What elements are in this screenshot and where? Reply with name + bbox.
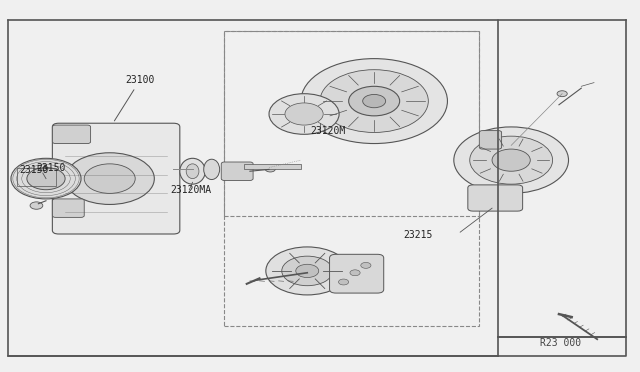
Circle shape: [557, 91, 567, 97]
FancyBboxPatch shape: [468, 185, 523, 211]
Circle shape: [11, 158, 81, 199]
Text: 23150: 23150: [19, 165, 49, 175]
Text: 23150: 23150: [36, 163, 66, 173]
Circle shape: [269, 94, 339, 134]
Circle shape: [349, 86, 399, 116]
Circle shape: [30, 202, 43, 209]
Circle shape: [282, 256, 333, 286]
Text: R23 000: R23 000: [540, 339, 581, 349]
Ellipse shape: [180, 158, 205, 184]
FancyBboxPatch shape: [52, 123, 180, 234]
Circle shape: [339, 279, 349, 285]
Circle shape: [454, 127, 568, 193]
Bar: [225, 31, 479, 215]
FancyBboxPatch shape: [52, 199, 84, 217]
Ellipse shape: [204, 159, 220, 180]
Circle shape: [301, 59, 447, 144]
Circle shape: [492, 149, 531, 171]
Circle shape: [84, 164, 135, 193]
Text: 23100: 23100: [115, 75, 155, 121]
Bar: [244, 164, 301, 169]
Circle shape: [320, 70, 428, 132]
Bar: [17, 167, 56, 186]
Bar: [225, 31, 479, 326]
Circle shape: [296, 264, 319, 278]
Circle shape: [350, 270, 360, 276]
Circle shape: [265, 166, 275, 172]
Text: 23215: 23215: [403, 230, 432, 240]
Text: 23120M: 23120M: [310, 126, 346, 136]
FancyBboxPatch shape: [52, 125, 91, 144]
Circle shape: [363, 94, 386, 108]
Circle shape: [470, 136, 552, 184]
Circle shape: [266, 247, 349, 295]
FancyBboxPatch shape: [330, 254, 384, 293]
Text: 23120MA: 23120MA: [170, 185, 211, 195]
FancyBboxPatch shape: [479, 131, 502, 149]
Circle shape: [65, 153, 154, 205]
Circle shape: [285, 103, 323, 125]
Ellipse shape: [186, 164, 199, 179]
Circle shape: [27, 167, 65, 190]
Circle shape: [361, 262, 371, 268]
FancyBboxPatch shape: [221, 162, 253, 180]
